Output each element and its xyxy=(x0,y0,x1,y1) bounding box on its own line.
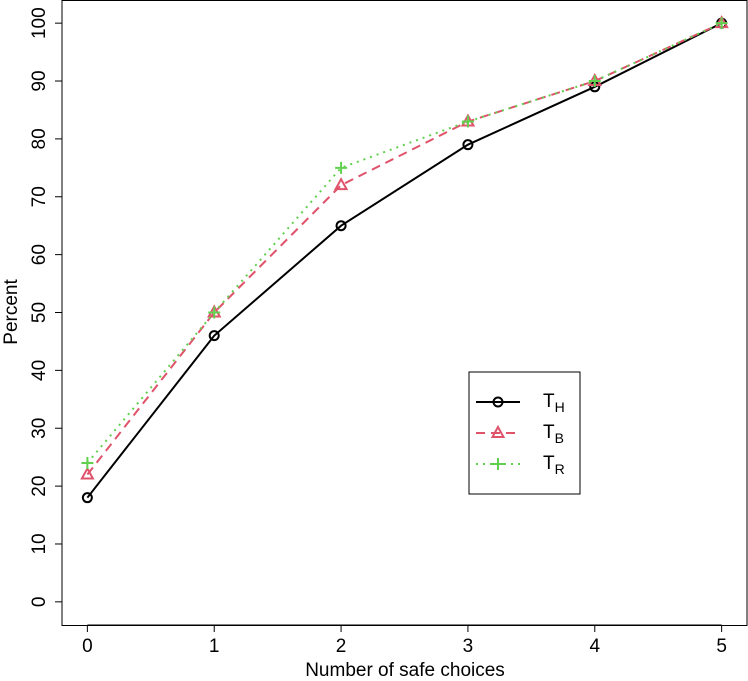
y-tick-label: 40 xyxy=(29,360,50,381)
point xyxy=(208,306,221,319)
x-tick-label: 5 xyxy=(716,636,727,657)
y-tick-label: 80 xyxy=(29,128,50,149)
point xyxy=(335,220,347,232)
legend-label: TB xyxy=(543,422,564,446)
point xyxy=(81,456,94,469)
point xyxy=(208,330,220,342)
legend-label: TR xyxy=(543,453,565,477)
legend-marker xyxy=(492,458,504,470)
point xyxy=(461,115,474,128)
y-tick-label: 20 xyxy=(29,476,50,497)
x-axis-label: Number of safe choices xyxy=(305,660,505,681)
x-tick-label: 4 xyxy=(589,636,600,657)
point xyxy=(588,75,601,88)
x-tick-label: 2 xyxy=(336,636,347,657)
series-line xyxy=(86,22,723,499)
y-tick-label: 30 xyxy=(29,418,50,439)
x-tick-label: 1 xyxy=(209,636,220,657)
point xyxy=(333,177,349,191)
y-tick-label: 70 xyxy=(29,186,50,207)
series-line xyxy=(86,22,723,464)
x-tick-label: 0 xyxy=(82,636,93,657)
y-tick-label: 50 xyxy=(29,302,50,323)
legend-label: TH xyxy=(543,391,565,415)
point xyxy=(81,492,93,504)
plot-box xyxy=(61,0,748,626)
y-tick-label: 60 xyxy=(29,244,50,265)
x-tick-label: 3 xyxy=(463,636,474,657)
point xyxy=(80,466,95,480)
point xyxy=(715,17,728,30)
point xyxy=(335,161,348,174)
legend-marker xyxy=(492,396,504,408)
legend-marker xyxy=(490,424,506,438)
y-tick-label: 90 xyxy=(29,70,50,91)
legend: TH TB TR xyxy=(468,371,581,495)
point xyxy=(462,139,474,151)
y-tick-label: 10 xyxy=(29,533,50,554)
series-line xyxy=(86,22,723,476)
y-tick-label: 100 xyxy=(29,7,50,39)
y-axis-label: Percent xyxy=(1,279,22,345)
y-tick-label: 0 xyxy=(29,597,50,608)
legend-box xyxy=(468,371,581,495)
